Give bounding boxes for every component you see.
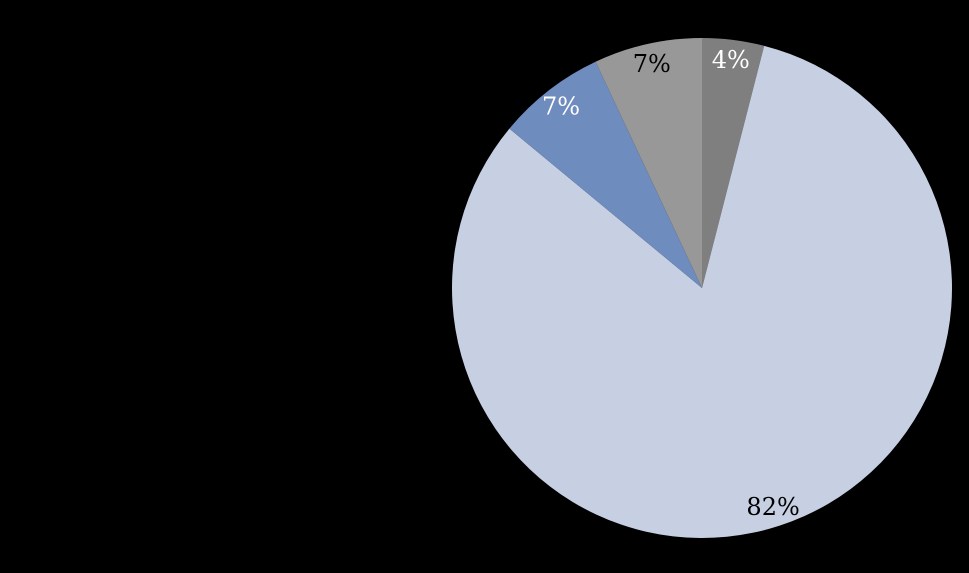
pie-slice-3	[509, 61, 702, 288]
pie-slice-4	[595, 38, 702, 288]
pie-slice-3-label: 7%	[542, 93, 580, 121]
pie-slice-2	[451, 45, 952, 538]
pie-slice-4-label: 7%	[633, 50, 671, 78]
pie-slice-1-label: 4%	[712, 46, 750, 74]
pie-slice-1	[702, 37, 765, 288]
pie-slice-2-label: 82%	[746, 493, 799, 521]
